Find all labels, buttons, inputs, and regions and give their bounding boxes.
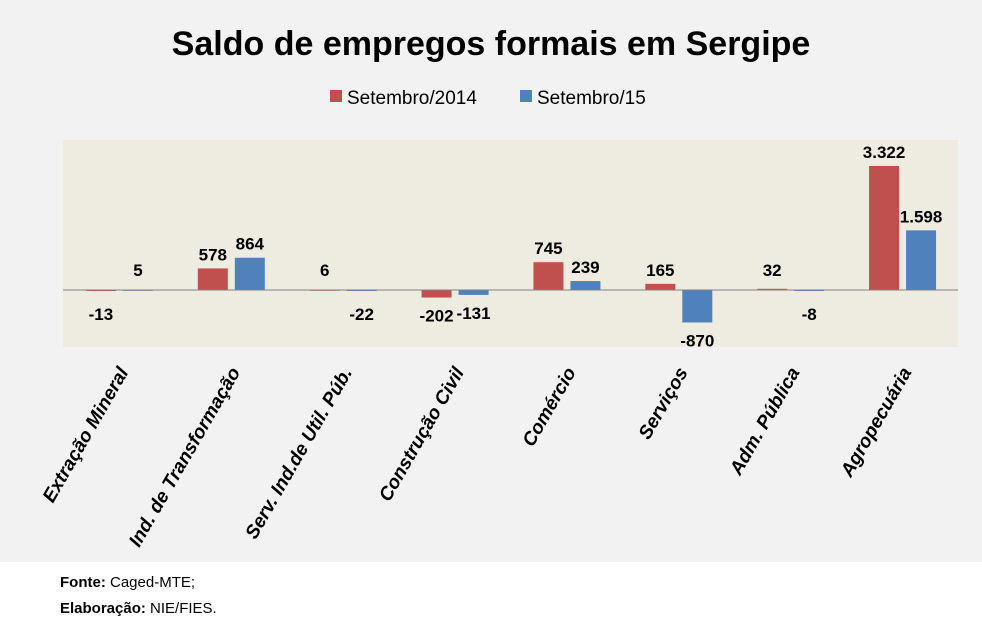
source-label: Fonte:: [60, 574, 106, 591]
bar: [906, 230, 937, 290]
credit-value: NIE/FIES.: [150, 600, 217, 617]
bar: [682, 290, 713, 323]
data-label: -22: [349, 305, 374, 324]
data-label: 5: [133, 261, 142, 280]
data-label: -131: [457, 304, 491, 323]
data-label: 745: [534, 239, 562, 258]
credit-label: Elaboração:: [60, 600, 146, 617]
legend-label: Setembro/2014: [347, 88, 477, 109]
data-label: -13: [89, 305, 114, 324]
data-label: 864: [236, 235, 265, 254]
footer: Fonte: Caged-MTE; Elaboração: NIE/FIES.: [0, 562, 982, 635]
data-label: 578: [199, 245, 227, 264]
bar: [533, 262, 564, 290]
chart-title: Saldo de empregos formais em Sergipe: [172, 25, 811, 63]
plot-area: [63, 140, 958, 347]
category-label: Construção Civil: [375, 363, 469, 505]
source-line: Fonte: Caged-MTE;: [60, 574, 195, 591]
bar: [421, 290, 452, 298]
credit-line: Elaboração: NIE/FIES.: [60, 600, 217, 617]
data-label: -870: [680, 331, 714, 350]
data-label: 239: [571, 258, 599, 277]
category-label: Comércio: [519, 364, 581, 450]
bar: [234, 257, 265, 290]
legend-label: Setembro/15: [537, 88, 646, 109]
data-label: 6: [320, 261, 329, 280]
bar: [197, 268, 228, 290]
legend: Setembro/2014 Setembro/15: [330, 88, 646, 109]
category-label: Serviços: [635, 364, 693, 443]
source-value: Caged-MTE;: [110, 574, 196, 591]
bar: [869, 166, 900, 290]
data-label: 1.598: [900, 207, 943, 226]
data-label: -202: [420, 307, 454, 326]
category-label: Ind. de Transformação: [125, 364, 245, 551]
data-label: -8: [802, 305, 817, 324]
category-label: Extração Mineral: [39, 363, 134, 506]
category-label: Agropecuária: [836, 364, 916, 482]
bar: [757, 288, 788, 290]
chart: Saldo de empregos formais em Sergipe Set…: [39, 25, 958, 551]
category-label: Adm. Pública: [726, 364, 805, 480]
data-label: 3.322: [863, 143, 906, 162]
data-label: 165: [646, 261, 674, 280]
bar: [570, 281, 601, 290]
legend-swatch: [330, 90, 342, 102]
data-label: 32: [763, 261, 782, 280]
category-label: Serv. Ind.de Util. Púb.: [242, 364, 357, 543]
bar: [645, 283, 676, 290]
bar: [458, 290, 489, 295]
legend-swatch: [520, 90, 532, 102]
